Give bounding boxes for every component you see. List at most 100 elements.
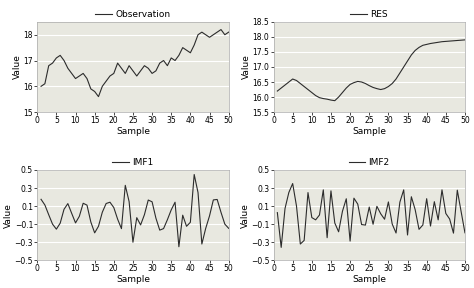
RES <box>320 97 326 100</box>
RES <box>366 84 372 87</box>
Observation <box>172 59 178 62</box>
Y-axis label: Value: Value <box>4 203 13 228</box>
IMF1 <box>176 245 182 249</box>
Observation <box>50 61 55 65</box>
RES <box>332 99 337 103</box>
Observation <box>207 36 212 39</box>
IMF2 <box>451 231 456 235</box>
IMF2 <box>401 188 407 192</box>
RES <box>412 49 418 52</box>
Observation <box>142 64 147 67</box>
Observation <box>184 48 190 52</box>
RES <box>416 46 422 49</box>
RES <box>290 77 295 81</box>
IMF2 <box>439 188 445 192</box>
IMF1 <box>168 208 174 212</box>
IMF2 <box>397 200 403 204</box>
IMF2 <box>313 218 319 221</box>
Observation <box>222 33 228 37</box>
IMF2 <box>344 197 349 200</box>
RES <box>355 80 361 83</box>
RES <box>317 96 322 99</box>
Observation <box>61 59 67 62</box>
IMF1 <box>149 200 155 204</box>
Observation <box>161 59 166 62</box>
RES <box>462 38 468 41</box>
Observation <box>115 61 120 65</box>
IMF2 <box>389 222 395 226</box>
RES <box>378 88 383 91</box>
IMF2 <box>424 197 429 200</box>
RES <box>458 39 464 42</box>
RES <box>455 39 460 42</box>
RES <box>435 41 441 44</box>
RES <box>286 80 292 84</box>
IMF1 <box>218 211 224 214</box>
RES <box>401 65 407 69</box>
IMF1 <box>84 203 90 207</box>
RES <box>347 83 353 86</box>
IMF2 <box>347 239 353 243</box>
IMF1 <box>61 208 67 211</box>
Observation <box>54 56 59 60</box>
IMF2 <box>320 188 326 192</box>
IMF1 <box>222 222 228 226</box>
IMF1 <box>142 213 147 216</box>
IMF2 <box>294 204 300 208</box>
IMF1 <box>73 221 78 225</box>
RES <box>374 87 380 90</box>
IMF2 <box>455 188 460 192</box>
Observation <box>76 74 82 78</box>
IMF2 <box>282 207 288 210</box>
Observation <box>168 56 174 60</box>
IMF2 <box>278 246 284 249</box>
IMF1 <box>111 206 117 209</box>
IMF1 <box>96 225 101 228</box>
IMF1 <box>130 240 136 244</box>
IMF2 <box>290 182 295 185</box>
Observation <box>100 85 105 88</box>
IMF2 <box>435 218 441 221</box>
RES <box>359 80 365 84</box>
Observation <box>176 54 182 57</box>
IMF2 <box>385 200 391 204</box>
RES <box>336 95 341 99</box>
Legend: IMF1: IMF1 <box>109 155 157 171</box>
IMF1 <box>76 215 82 218</box>
RES <box>382 87 387 90</box>
IMF1 <box>164 218 170 221</box>
RES <box>282 83 288 87</box>
X-axis label: Sample: Sample <box>116 127 150 136</box>
Line: Observation: Observation <box>41 30 228 97</box>
X-axis label: Sample: Sample <box>116 275 150 284</box>
IMF2 <box>412 208 418 211</box>
Line: IMF2: IMF2 <box>277 183 465 247</box>
RES <box>431 41 437 45</box>
Observation <box>226 31 231 34</box>
Y-axis label: Value: Value <box>242 54 251 79</box>
IMF2 <box>420 223 426 227</box>
IMF1 <box>180 213 185 217</box>
Observation <box>69 72 74 75</box>
Observation <box>164 64 170 67</box>
IMF1 <box>157 228 163 232</box>
RES <box>294 79 300 82</box>
RES <box>278 86 284 90</box>
IMF2 <box>324 236 330 239</box>
IMF2 <box>328 189 334 193</box>
IMF2 <box>336 230 341 234</box>
RES <box>309 91 315 94</box>
Observation <box>130 69 136 73</box>
RES <box>370 86 376 89</box>
IMF1 <box>214 198 220 201</box>
IMF1 <box>146 198 151 202</box>
RES <box>274 89 280 93</box>
IMF2 <box>382 217 387 221</box>
IMF1 <box>207 214 212 218</box>
RES <box>313 94 319 97</box>
Observation <box>42 82 48 86</box>
IMF1 <box>203 227 209 230</box>
RES <box>420 43 426 47</box>
RES <box>305 88 311 91</box>
Observation <box>46 64 52 67</box>
